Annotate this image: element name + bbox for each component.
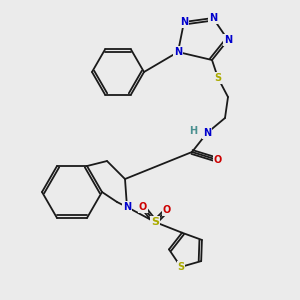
Text: N: N bbox=[209, 13, 217, 23]
Text: N: N bbox=[123, 202, 131, 212]
Text: N: N bbox=[224, 35, 232, 45]
Text: N: N bbox=[174, 47, 182, 57]
Text: S: S bbox=[177, 262, 184, 272]
Text: H: H bbox=[189, 126, 197, 136]
Text: O: O bbox=[163, 205, 171, 215]
Text: O: O bbox=[139, 202, 147, 212]
Text: N: N bbox=[203, 128, 211, 138]
Text: N: N bbox=[180, 17, 188, 27]
Text: O: O bbox=[214, 155, 222, 165]
Text: S: S bbox=[151, 217, 159, 227]
Text: S: S bbox=[214, 73, 222, 83]
